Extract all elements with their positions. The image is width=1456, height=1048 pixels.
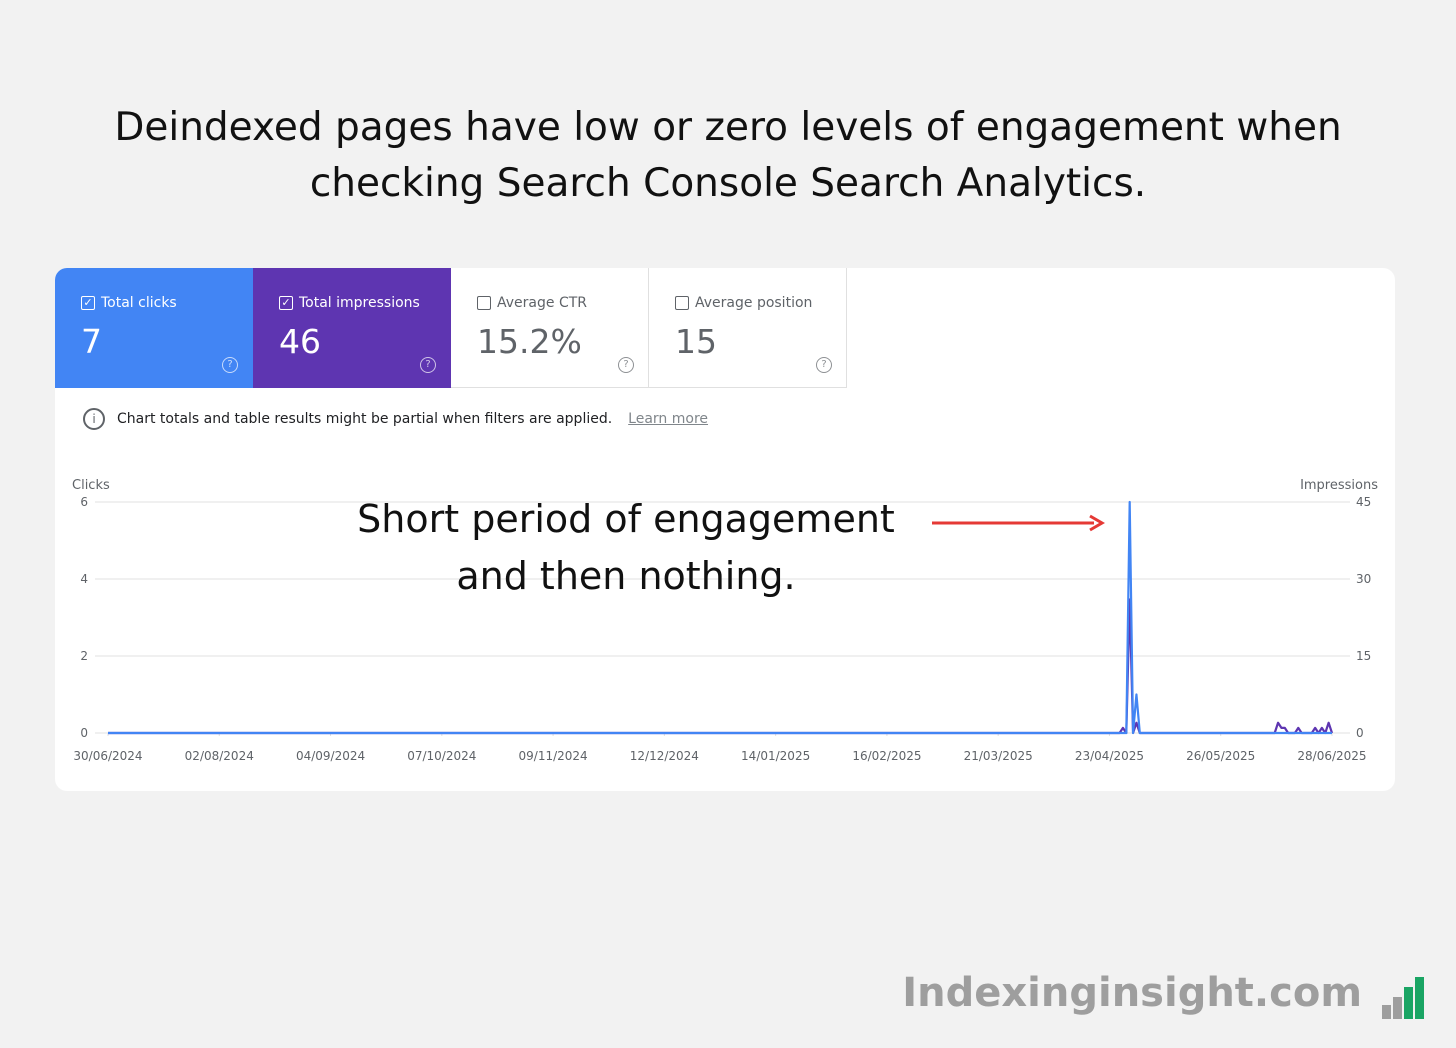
y2-tick-label: 30 [1356,572,1371,586]
metric-label: Average position [675,295,812,311]
report-card: ✓ Total clicks 7? ✓ Total impressions 46? Aver… [55,268,1395,791]
metric-label: ✓ Total impressions [279,295,420,311]
metric-name: Total clicks [101,295,177,311]
y-tick-label: 6 [80,495,88,509]
y2-tick-label: 45 [1356,495,1371,509]
metric-tile[interactable]: Average position 15? [649,268,847,388]
metric-tile[interactable]: ✓ Total clicks 7? [55,268,253,388]
x-tick-label: 26/05/2025 [1186,749,1255,763]
series-line [108,598,1334,735]
x-tick-label: 02/08/2024 [185,749,254,763]
headline-line: checking Search Console Search Analytics… [309,161,1147,206]
annotation: and then nothing. [456,554,795,598]
chart: Clicks Impressions 0 2 4 6 0 15 30 45 30/06/2024 02… [72,478,1378,763]
metric-value: 7 [81,322,102,361]
metric-tile[interactable]: Average CTR 15.2%? [451,268,649,388]
metric-name: Average position [695,295,813,311]
help-icon: ? [420,357,436,373]
x-tick-label: 07/10/2024 [407,749,476,763]
y-tick-label: 0 [80,726,88,740]
metric-value: 15.2% [477,322,582,361]
x-tick-label: 09/11/2024 [519,749,588,763]
checkbox: ✓ [279,296,293,310]
metric-label: Average CTR [477,295,587,311]
series-line [108,500,1332,735]
help-icon: ? [618,357,634,373]
metric-value: 46 [279,322,321,361]
x-tick-label: 28/06/2025 [1297,749,1366,763]
y2-axis-label: Impressions [1300,478,1378,493]
learn-more-link[interactable]: Learn more [628,411,709,427]
y-tick-label: 2 [80,649,88,663]
x-tick-label: 04/09/2024 [296,749,365,763]
checkbox [477,296,491,310]
headline-line: Deindexed pages have low or zero levels … [114,105,1342,150]
y-axis-label: Clicks [72,478,110,493]
x-tick-label: 16/02/2025 [852,749,921,763]
brand: Indexinginsight.com [902,970,1362,1016]
annotation-arrowhead [1089,514,1105,532]
x-tick-label: 23/04/2025 [1075,749,1144,763]
metric-label: ✓ Total clicks [81,295,177,311]
x-tick-label: 14/01/2025 [741,749,810,763]
notice-text: Chart totals and table results might be … [117,411,613,427]
metric-name: Total impressions [299,295,420,311]
x-tick-label: 21/03/2025 [964,749,1033,763]
checkbox [675,296,689,310]
info-icon: i [83,408,105,430]
metric-name: Average CTR [497,295,587,311]
y2-tick-label: 15 [1356,649,1371,663]
y2-tick-label: 0 [1356,726,1364,740]
x-tick-label: 12/12/2024 [630,749,699,763]
headline: Deindexed pages have low or zero levels … [0,100,1456,212]
help-icon: ? [816,357,832,373]
metric-value: 15 [675,322,717,361]
notice: i Chart totals and table results might b… [83,408,708,430]
x-tick-label: 30/06/2024 [73,749,142,763]
y-tick-label: 4 [80,572,88,586]
checkbox: ✓ [81,296,95,310]
metric-tile[interactable]: ✓ Total impressions 46? [253,268,451,388]
help-icon: ? [222,357,238,373]
annotation: Short period of engagement [357,497,895,541]
brand-logo [1382,977,1424,1019]
